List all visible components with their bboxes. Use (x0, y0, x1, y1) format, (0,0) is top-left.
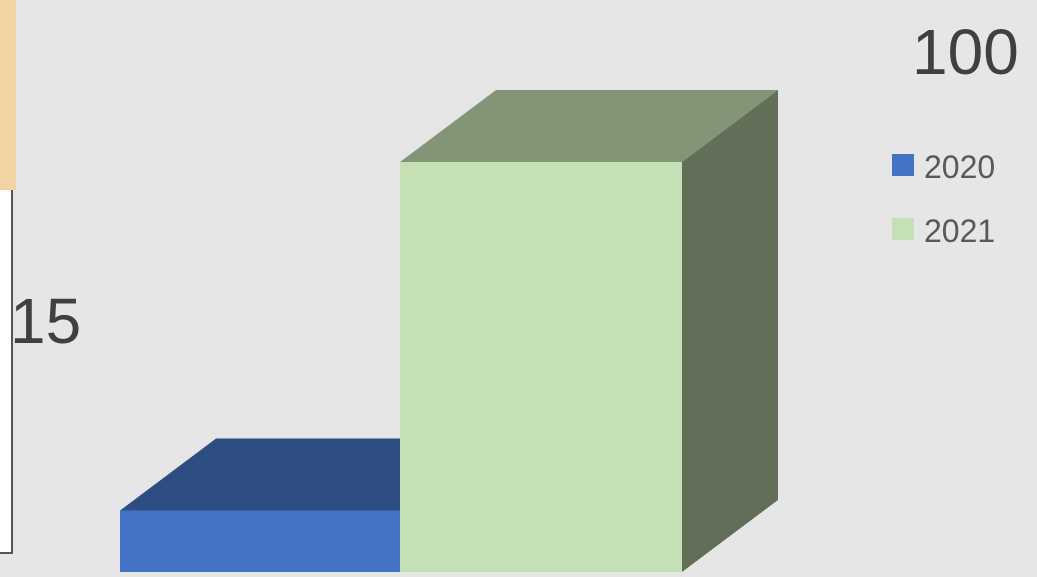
legend-swatch-2020 (892, 154, 914, 176)
left-panel-border-v (11, 190, 13, 554)
bar-2021-side (682, 90, 778, 572)
data-label-2020: 15 (10, 285, 81, 357)
bar-2020-front (120, 510, 400, 572)
bars-group (120, 90, 778, 572)
legend-swatch-2021 (892, 218, 914, 240)
left-panel-peach (0, 0, 16, 190)
left-panel-border-h (0, 552, 13, 554)
bar-2021 (400, 90, 778, 572)
bar-2021-top (400, 90, 778, 162)
legend-item-2020: 2020 (892, 149, 995, 185)
legend-item-2021: 2021 (892, 213, 995, 249)
bar-2021-front (400, 162, 682, 572)
data-label-2021: 100 (912, 16, 1019, 88)
legend-label-2020: 2020 (924, 149, 995, 185)
legend: 2020 2021 (892, 149, 995, 249)
data-labels-group: 15 100 (10, 16, 1019, 357)
left-panel-background (0, 0, 16, 554)
left-panel-white (0, 190, 11, 552)
legend-label-2021: 2021 (924, 213, 995, 249)
